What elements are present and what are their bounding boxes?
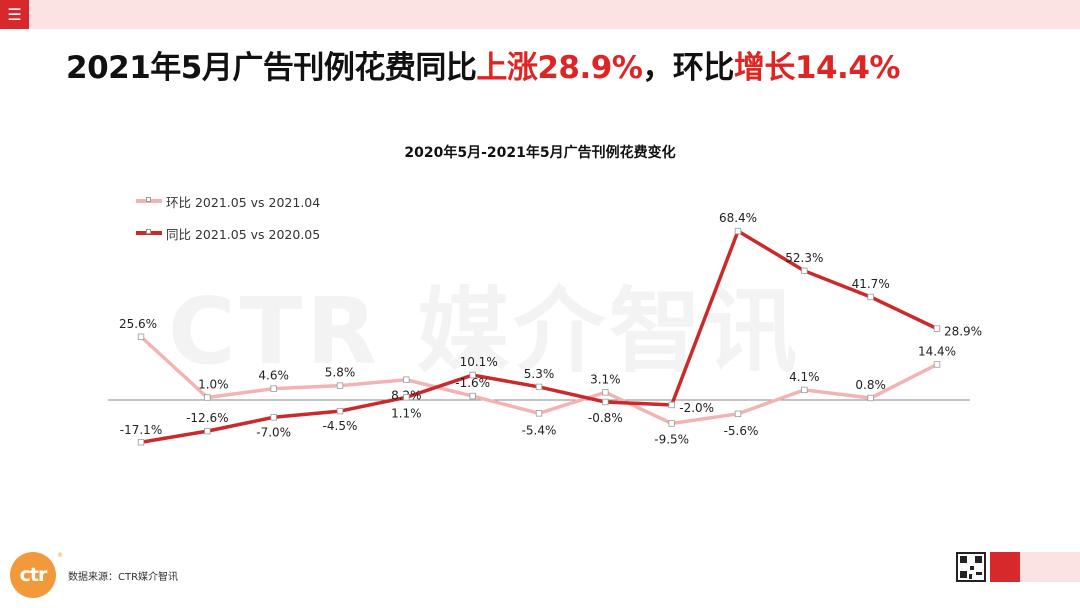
point-mom-5 — [469, 392, 476, 400]
data-label-mom-11: 0.8% — [855, 378, 886, 392]
data-label-mom-1: 1.0% — [198, 378, 229, 392]
point-yoy-10 — [801, 267, 808, 275]
data-source: 数据来源：CTR媒介智讯 — [68, 572, 179, 583]
headline-mom: 14.4% — [794, 50, 901, 86]
data-label-yoy-1: -12.6% — [186, 411, 228, 425]
legend-label-yoy: 同比 2021.05 vs 2020.05 — [166, 226, 321, 242]
point-mom-10 — [801, 386, 808, 394]
legend-swatch-mom — [136, 197, 162, 203]
data-label-mom-3: 5.8% — [325, 366, 356, 380]
menu-icon: ☰ — [7, 4, 22, 24]
point-mom-7 — [602, 389, 609, 396]
data-label-yoy-4: 1.1% — [391, 406, 422, 420]
legend-item-mom: 环比 2021.05 vs 2021.04 — [136, 192, 320, 210]
point-yoy-2 — [270, 414, 277, 421]
data-label-mom-2: 4.6% — [258, 369, 289, 383]
data-label-mom-9: -5.6% — [724, 424, 759, 438]
point-yoy-8 — [668, 401, 675, 409]
ctr-logo: ctr — [10, 552, 56, 598]
menu-button[interactable]: ☰ — [0, 0, 29, 29]
point-yoy-1 — [204, 427, 211, 435]
corner-block-pink — [1020, 552, 1080, 582]
data-label-yoy-3: -4.5% — [323, 419, 358, 433]
point-yoy-4 — [403, 394, 410, 401]
point-yoy-7 — [602, 398, 609, 406]
legend-label-mom: 环比 2021.05 vs 2021.04 — [166, 194, 321, 210]
page-title: 2021年5月广告刊例花费同比上涨28.9%，环比增长14.4% — [66, 46, 900, 90]
legend-swatch-yoy — [136, 229, 162, 235]
data-label-yoy-11: 41.7% — [852, 277, 890, 291]
point-mom-12 — [933, 361, 941, 368]
point-mom-6 — [535, 410, 543, 417]
point-mom-8 — [668, 420, 675, 427]
point-mom-1 — [204, 394, 211, 401]
data-label-mom-8: -9.5% — [654, 432, 689, 446]
corner-block-red — [990, 552, 1020, 582]
point-mom-4 — [403, 376, 410, 383]
data-label-mom-0: 25.6% — [119, 317, 157, 331]
data-label-yoy-12: 28.9% — [944, 325, 982, 339]
data-label-yoy-9: 68.4% — [719, 211, 757, 225]
chart-title: 2020年5月-2021年5月广告刊例花费变化 — [404, 145, 676, 161]
qr-code-icon — [956, 552, 986, 582]
headline-yoy: 上涨28.9% — [476, 50, 643, 86]
watermark: CTR 媒介智讯 — [168, 278, 802, 385]
point-yoy-3 — [336, 407, 344, 415]
data-label-yoy-8: -2.0% — [679, 401, 714, 415]
data-label-mom-5: -1.6% — [455, 376, 490, 390]
headline-part3: ，环比 — [642, 50, 734, 86]
point-yoy-0 — [137, 439, 145, 446]
data-label-mom-10: 4.1% — [789, 370, 820, 384]
data-label-yoy-7: -0.8% — [588, 411, 623, 425]
point-mom-3 — [336, 382, 344, 389]
point-yoy-5 — [469, 371, 476, 379]
logo-registered-mark: ® — [57, 552, 63, 559]
point-yoy-6 — [535, 383, 543, 391]
point-yoy-12 — [933, 325, 941, 332]
top-band — [0, 0, 1080, 29]
data-label-mom-7: 3.1% — [590, 372, 621, 386]
point-mom-0 — [137, 333, 145, 340]
data-label-mom-6: -5.4% — [522, 423, 557, 437]
data-label-mom-12: 14.4% — [918, 344, 956, 358]
data-label-yoy-10: 52.3% — [785, 251, 823, 265]
data-label-yoy-6: 5.3% — [524, 367, 555, 381]
point-mom-9 — [734, 410, 742, 418]
point-yoy-9 — [734, 227, 742, 235]
headline-part4: 增长 — [733, 50, 796, 86]
legend-item-yoy: 同比 2021.05 vs 2020.05 — [136, 224, 320, 242]
data-label-yoy-5: 10.1% — [460, 355, 498, 369]
point-mom-2 — [270, 385, 277, 392]
data-label-yoy-2: -7.0% — [256, 425, 291, 439]
headline-part1: 2021年5月广告刊例花费同比 — [66, 50, 477, 86]
data-label-yoy-0: -17.1% — [120, 423, 162, 437]
point-yoy-11 — [867, 293, 874, 301]
point-mom-11 — [867, 394, 874, 402]
